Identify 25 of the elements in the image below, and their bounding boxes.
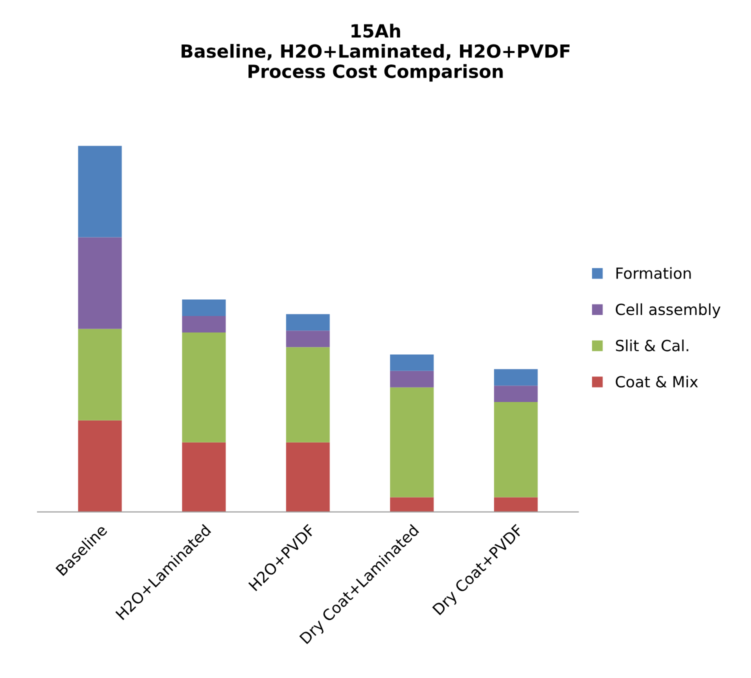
legend-label: Slit & Cal. <box>616 340 688 352</box>
bar <box>390 354 434 371</box>
bar <box>78 420 122 512</box>
bar <box>390 497 434 512</box>
bar <box>494 497 538 512</box>
legend-label: Formation <box>616 267 691 279</box>
legend-label: Cell assembly <box>616 303 720 318</box>
bar <box>494 402 538 498</box>
bar <box>286 442 330 512</box>
bar <box>78 328 122 420</box>
bar <box>390 370 434 388</box>
bar <box>182 316 226 332</box>
chart-title: 15Ah Baseline, H2O+Laminated, H2O+PVDF Process Cost Comparison <box>182 24 570 82</box>
bar <box>78 146 122 238</box>
bar <box>78 237 122 329</box>
bar <box>494 386 538 402</box>
bar <box>286 347 330 442</box>
legend-label: Coat & Mix <box>616 376 698 388</box>
bar <box>182 300 226 316</box>
bar <box>286 330 330 348</box>
bar <box>390 387 434 498</box>
bar <box>494 369 538 386</box>
bar <box>182 332 226 442</box>
bar <box>286 314 330 331</box>
bar <box>182 442 226 512</box>
